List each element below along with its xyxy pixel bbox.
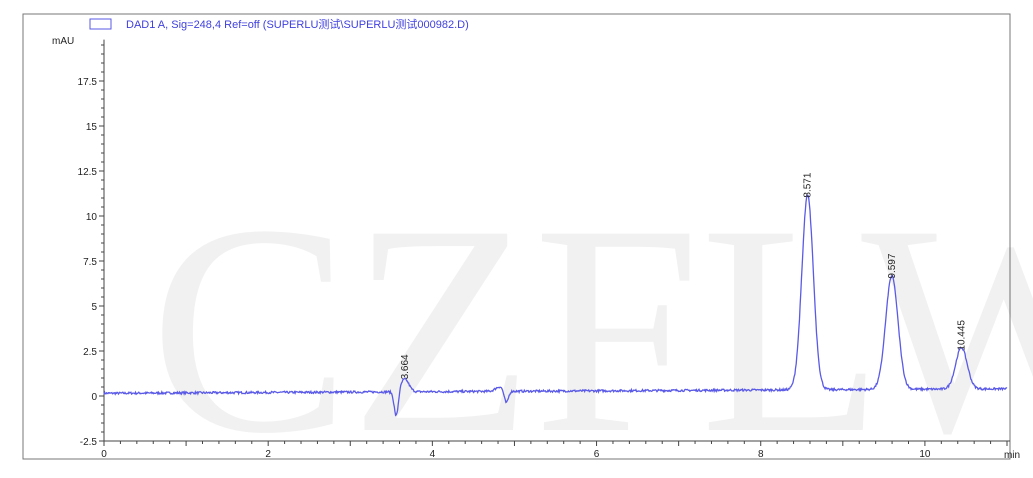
x-tick-label: 2 (265, 449, 271, 460)
x-tick-label: 8 (758, 449, 764, 460)
x-axis-label: min (1004, 450, 1020, 461)
x-tick-label: 4 (430, 449, 436, 460)
peak-label: 8.571 (803, 172, 814, 197)
watermark: CZFLW (150, 163, 1033, 478)
plot-frame (22, 13, 1011, 460)
y-tick-label: 17.5 (78, 77, 98, 88)
x-tick-label: 6 (594, 449, 600, 460)
y-tick-label: 0 (91, 392, 97, 403)
y-tick-label: 10 (86, 212, 98, 223)
y-tick-label: 7.5 (83, 257, 97, 268)
y-tick-label: 5 (91, 302, 97, 313)
legend-label: DAD1 A, Sig=248,4 Ref=off (SUPERLU测试\SUP… (126, 18, 469, 31)
svg-text:CZFLW: CZFLW (150, 163, 1033, 478)
y-tick-label: -2.5 (80, 437, 98, 448)
peak-label: 9.597 (887, 253, 898, 278)
x-tick-label: 0 (101, 449, 107, 460)
peak-label: 10.445 (956, 320, 967, 351)
peak-label: 3.664 (400, 354, 411, 379)
y-axis-label: mAU (52, 36, 74, 47)
y-tick-label: 2.5 (83, 347, 97, 358)
y-tick-label: 12.5 (78, 167, 98, 178)
signal-trace (103, 194, 1008, 417)
y-tick-label: 15 (86, 122, 98, 133)
x-tick-label: 10 (919, 449, 931, 460)
legend-swatch (89, 18, 112, 30)
